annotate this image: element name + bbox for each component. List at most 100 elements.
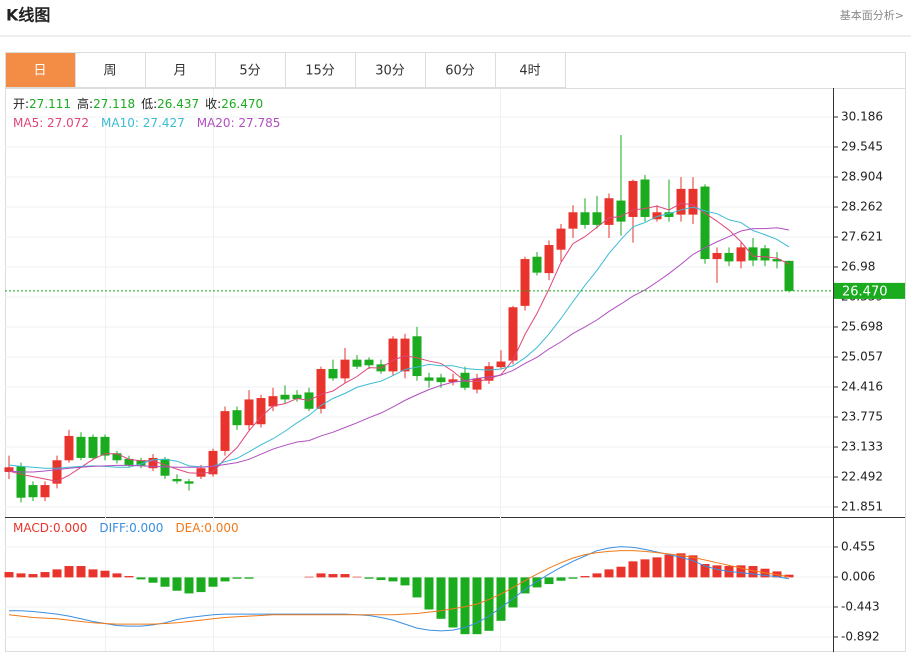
candle-body	[496, 361, 506, 368]
candle-body	[712, 252, 722, 260]
macd-bar	[184, 577, 194, 594]
candle-body	[508, 307, 518, 361]
tab[interactable]	[75, 52, 146, 88]
y-tick-label: 30.186	[841, 109, 883, 123]
summary-label: 开:	[13, 97, 29, 111]
tab[interactable]	[285, 52, 356, 88]
y-tick-label: -0.892	[841, 629, 880, 643]
candle-body	[784, 260, 794, 291]
macd-bar	[328, 574, 338, 578]
tab-label[interactable]: 月	[173, 64, 186, 79]
tab-label[interactable]: 60分	[445, 64, 475, 79]
summary-value: 26.470	[221, 97, 263, 111]
summary-label: 高:	[77, 96, 93, 111]
candle-body	[232, 410, 242, 426]
candle-body	[532, 256, 542, 273]
candle-body	[28, 485, 38, 498]
candle-body	[724, 252, 734, 262]
macd-bar	[652, 557, 662, 578]
tab-label[interactable]: 4时	[519, 64, 540, 79]
tab-label[interactable]: 30分	[375, 64, 405, 79]
y-tick-label: 0.455	[841, 539, 875, 553]
tab-label[interactable]: 日	[33, 64, 46, 79]
candle-body	[400, 338, 410, 372]
candle-body	[352, 359, 362, 367]
legend-entry: MACD:0.000	[13, 521, 87, 535]
y-tick-label: 21.851	[841, 500, 883, 514]
macd-bar	[736, 565, 746, 578]
y-tick-label: 23.133	[841, 440, 883, 454]
candle-body	[580, 212, 590, 225]
macd-bar	[4, 572, 14, 578]
tab[interactable]	[145, 52, 216, 88]
candle-body	[148, 457, 158, 469]
legend-entry: MA10: 27.427	[101, 116, 185, 130]
tab-label[interactable]: 5分	[239, 64, 260, 79]
tab[interactable]	[495, 52, 566, 88]
macd-bar	[16, 573, 26, 578]
tab-label[interactable]: 周	[103, 64, 116, 79]
candle-body	[556, 228, 566, 250]
candle-body	[652, 212, 662, 220]
tab[interactable]	[215, 52, 286, 88]
macd-bar	[532, 577, 542, 588]
macd-bar	[580, 576, 590, 578]
macd-bar	[520, 577, 530, 594]
macd-bar	[688, 555, 698, 578]
candle-body	[316, 369, 326, 409]
macd-bar	[628, 561, 638, 578]
y-tick-label: 25.057	[841, 349, 883, 363]
tab[interactable]	[355, 52, 426, 88]
macd-bar	[112, 573, 122, 578]
y-tick-label: -0.443	[841, 599, 880, 613]
y-tick-label: 23.775	[841, 409, 883, 423]
candle-body	[364, 359, 374, 366]
candle-body	[76, 436, 86, 458]
y-tick-label: 28.904	[841, 169, 883, 183]
legend-entry: MA20: 27.785	[197, 116, 281, 130]
macd-bar	[784, 574, 794, 578]
candle-body	[388, 338, 398, 372]
legend-entry: DEA:0.000	[175, 521, 238, 535]
macd-bar	[100, 570, 110, 578]
candle-body	[40, 485, 50, 498]
candle-body	[184, 481, 194, 484]
macd-bar	[592, 573, 602, 578]
macd-bar	[172, 577, 182, 591]
ma-line	[8, 206, 790, 469]
macd-bar	[604, 569, 614, 578]
tab-label[interactable]: 15分	[305, 64, 335, 79]
candle-body	[436, 377, 446, 383]
chart-frame	[5, 52, 906, 652]
macd-bar	[340, 574, 350, 578]
macd-bar	[88, 569, 98, 578]
summary-label: 收:	[205, 97, 221, 111]
macd-bar	[28, 574, 38, 578]
candle-body	[52, 460, 62, 484]
fundamental-link[interactable]: 基本面分析>	[840, 8, 904, 22]
macd-bar	[424, 577, 434, 610]
ma-line	[8, 202, 790, 482]
summary-value: 26.437	[157, 97, 199, 111]
macd-bar	[484, 577, 494, 631]
candle-body	[568, 212, 578, 229]
tab[interactable]	[5, 52, 76, 88]
macd-bar	[448, 577, 458, 628]
summary-label: 低:	[141, 97, 157, 111]
macd-bar	[700, 564, 710, 578]
candle-body	[292, 394, 302, 399]
candle-body	[736, 247, 746, 262]
candle-body	[676, 188, 686, 215]
widget-title: K线图	[6, 6, 50, 25]
macd-bar	[364, 577, 374, 579]
macd-bar	[712, 565, 722, 578]
ma-line	[8, 550, 790, 625]
candle-body	[616, 200, 626, 222]
candle-body	[688, 188, 698, 215]
macd-bar	[52, 569, 62, 578]
candle-body	[136, 460, 146, 466]
y-tick-label: 22.492	[841, 470, 883, 484]
candle-body	[544, 245, 554, 274]
candle-body	[64, 435, 74, 461]
